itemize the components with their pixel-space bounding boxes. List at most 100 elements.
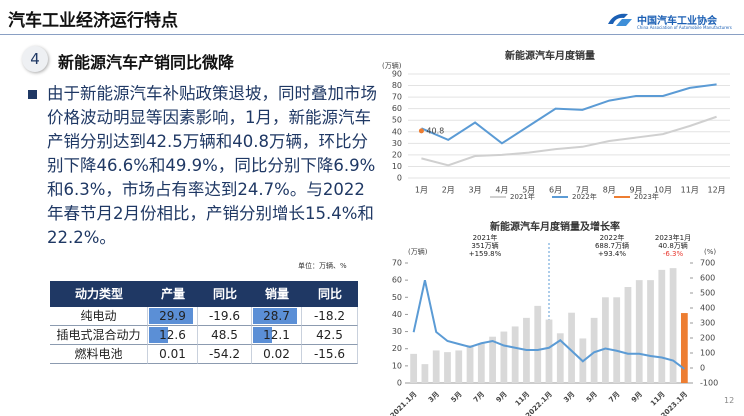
x-tick-label: 7月: [576, 186, 589, 195]
bar: [635, 280, 643, 383]
bar: [624, 287, 632, 383]
combo-chart: 新能源汽车月度销量及增长率 (万辆) (%) 0 10 20 30 40 50 60 70 -100 0…: [389, 220, 718, 416]
table-unit: 单位：万辆、%: [298, 262, 347, 270]
x-tick-label: 3月: [562, 390, 576, 404]
cell-text: 28.7: [263, 309, 290, 323]
table-cell: 12.1: [252, 326, 302, 345]
x-tick-label: 11月: [514, 390, 532, 408]
bar: [444, 352, 451, 383]
y-tick-label: 20: [392, 150, 402, 159]
bar: [568, 312, 575, 383]
table-header-cell: 同比: [302, 281, 358, 307]
cell-text: 42.5: [316, 328, 343, 342]
x-tick-label: 1月: [415, 186, 428, 195]
table-cell: 燃料电池: [50, 345, 148, 364]
y2-tick-label: 600: [700, 274, 715, 283]
cell-text: 12.6: [159, 328, 186, 342]
y-tick-label: 70: [392, 93, 402, 102]
section-title: 新能源汽车产销同比微降: [58, 53, 235, 72]
annotation: 2022年: [600, 233, 625, 242]
y-tick-label: 0: [397, 174, 402, 183]
table-cell: 0.01: [148, 345, 198, 364]
x-tick-label: 7月: [607, 390, 621, 404]
cell-text: -54.2: [208, 347, 241, 361]
cell-text: 0.02: [263, 347, 290, 361]
y-tick-label: 50: [392, 116, 402, 125]
x-tick-label: 9月: [495, 390, 509, 404]
data-label: 40.8: [426, 126, 444, 135]
x-tick-label: 2月: [442, 186, 455, 195]
y-tick-label: 80: [392, 81, 402, 90]
x-tick-label: 4月: [495, 186, 508, 195]
x-tick-label: 9月: [630, 390, 644, 404]
annotation: 688.7万辆: [595, 241, 629, 250]
table-cell: 12.6: [148, 326, 198, 345]
logo-shape: [616, 19, 632, 26]
table-cell: 0.02: [252, 345, 302, 364]
cell-text: 12.1: [263, 328, 290, 342]
x-tick-label: 3月: [469, 186, 482, 195]
bar: [500, 331, 508, 383]
y-tick-label: 60: [392, 104, 402, 113]
y2-tick-label: 0: [700, 364, 705, 373]
y2-axis-label: (%): [704, 248, 716, 256]
logo-cn: 中国汽车工业协会: [637, 16, 717, 27]
bar: [556, 333, 564, 383]
y-tick-label: 0: [397, 379, 402, 388]
logo-icon: [608, 13, 632, 26]
line-chart: 新能源汽车月度销量 (万辆) 0 10 20 30 40 50 60 70 80 90 1月 2月 3月 4月…: [382, 49, 730, 201]
x-tick-label: 11月: [681, 186, 699, 195]
bar: [410, 353, 418, 383]
y-tick-label: 40: [392, 310, 402, 319]
x-tick-label: 6月: [549, 186, 562, 195]
chart-title: 新能源汽车月度销量: [505, 49, 595, 62]
table-cell: -18.2: [302, 307, 358, 326]
table-cell: 纯电动: [50, 307, 148, 326]
header-rule: [0, 34, 744, 35]
y-tick-label: 70: [392, 259, 402, 268]
y-tick-label: 30: [392, 139, 402, 148]
bar: [455, 350, 463, 383]
y-tick-label: 40: [392, 127, 402, 136]
table-cell: 29.9: [148, 307, 198, 326]
legend-label: 2022年: [572, 192, 597, 201]
bar: [669, 268, 677, 383]
logo-en: China Association of Automobile Manufact…: [637, 25, 732, 30]
y-tick-label: 10: [392, 361, 402, 370]
y-axis-label: (万辆): [382, 61, 402, 70]
line: [421, 115, 717, 167]
header-title: 汽车工业经济运行特点: [8, 11, 178, 31]
x-tick-label: 7月: [472, 390, 486, 404]
y2-tick-label: 300: [700, 319, 715, 328]
bar: [489, 336, 496, 383]
x-tick-label: 5月: [585, 390, 599, 404]
annotation: 351万辆: [471, 241, 498, 250]
x-tick-label: 11月: [649, 390, 667, 408]
legend-label: 2021年: [510, 192, 535, 201]
cell-text: 29.9: [159, 309, 186, 323]
table-header-cell: 动力类型: [50, 281, 148, 307]
bar: [432, 350, 440, 383]
y2-tick-label: 100: [700, 349, 715, 358]
line: [421, 83, 717, 145]
x-tick-label: 12月: [707, 186, 725, 195]
table-header-cell: 同比: [198, 281, 252, 307]
x-tick-label: 3月: [427, 390, 441, 404]
table-header-cell: 产量: [148, 281, 198, 307]
table-cell: 48.5: [198, 326, 252, 345]
chart-title: 新能源汽车月度销量及增长率: [490, 220, 620, 233]
table-cell: -15.6: [302, 345, 358, 364]
bar: [421, 364, 429, 383]
bar: [647, 280, 654, 383]
point: [418, 128, 424, 134]
section-number: 4: [22, 46, 48, 72]
y-axis-label: (万辆): [408, 247, 428, 256]
cell-text: -15.6: [313, 347, 346, 361]
cell-text: 燃料电池: [74, 347, 123, 361]
cell-text: 插电式混合动力: [56, 328, 141, 342]
cell-bar: [253, 308, 297, 324]
bar: [466, 345, 474, 383]
x-tick-label: 2021.1月: [389, 390, 419, 416]
table-header-cell: 销量: [252, 281, 302, 307]
